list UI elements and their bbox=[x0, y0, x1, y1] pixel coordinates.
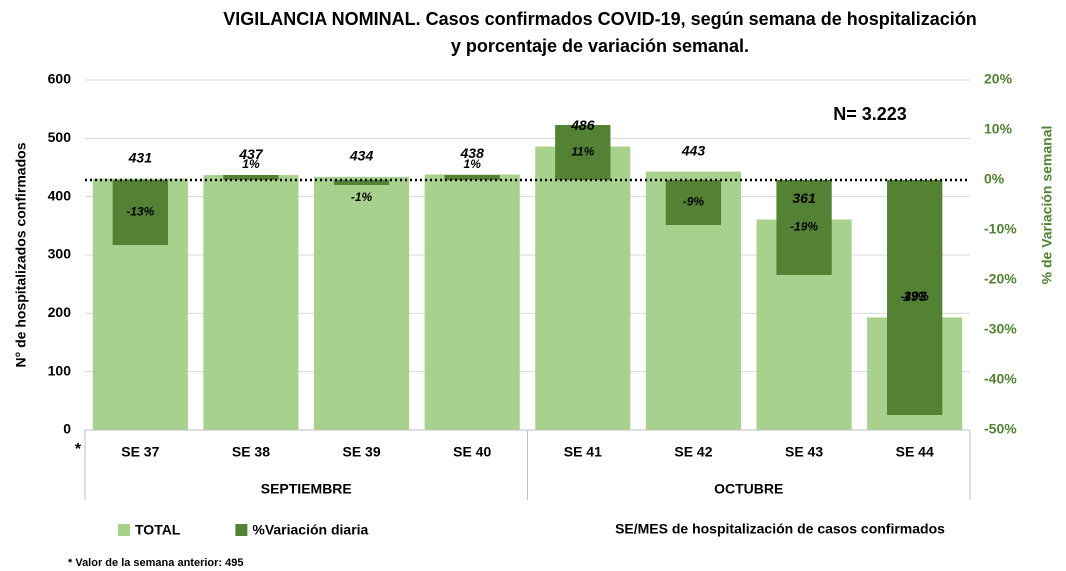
y2-tick-label: -10% bbox=[984, 221, 1017, 237]
group-label: SEPTIEMBRE bbox=[261, 481, 352, 497]
data-label: 443 bbox=[681, 142, 706, 158]
y2-tick-label: -50% bbox=[984, 421, 1017, 437]
y-tick-label: 200 bbox=[48, 304, 72, 320]
y-tick-label: 400 bbox=[48, 187, 72, 203]
x-tick-label: SE 38 bbox=[232, 444, 270, 460]
bar bbox=[313, 176, 410, 430]
bar bbox=[665, 180, 722, 225]
data-label: 1% bbox=[242, 157, 260, 171]
y2-tick-label: 10% bbox=[984, 121, 1013, 137]
data-label: 437 bbox=[238, 146, 264, 162]
data-label: -13% bbox=[126, 205, 154, 219]
bar bbox=[223, 175, 279, 180]
x-tick-label: SE 39 bbox=[342, 444, 380, 460]
data-label: 193 bbox=[903, 288, 927, 304]
bar bbox=[203, 175, 299, 430]
y2-tick-label: -20% bbox=[984, 271, 1017, 287]
bar bbox=[776, 180, 832, 275]
footnote: * Valor de la semana anterior: 495 bbox=[68, 557, 243, 569]
data-label: -1% bbox=[351, 190, 373, 204]
y-tick-label: 600 bbox=[48, 71, 72, 87]
chart-title: VIGILANCIA NOMINAL. Casos confirmados CO… bbox=[223, 9, 976, 29]
bar bbox=[555, 125, 611, 180]
data-label: 11% bbox=[571, 145, 594, 159]
data-label: 361 bbox=[792, 190, 816, 206]
x-tick-label: SE 43 bbox=[785, 444, 823, 460]
chart-title: y porcentaje de variación semanal. bbox=[451, 36, 749, 56]
y2-tick-label: -30% bbox=[984, 321, 1017, 337]
y2-tick-label: 20% bbox=[984, 71, 1013, 87]
y-tick-label: 0 bbox=[63, 421, 71, 437]
bar bbox=[424, 174, 520, 430]
x-tick-label: SE 42 bbox=[674, 444, 712, 460]
data-label: 486 bbox=[570, 117, 595, 133]
y2-axis-label: % de Variación semanal bbox=[1039, 126, 1055, 285]
group-label: OCTUBRE bbox=[714, 481, 783, 497]
y-tick-label: 300 bbox=[48, 246, 72, 262]
data-label: -19% bbox=[790, 220, 818, 234]
x-tick-label: SE 41 bbox=[564, 444, 602, 460]
annotation: * bbox=[75, 441, 82, 458]
data-label: 434 bbox=[349, 148, 374, 164]
bar bbox=[333, 180, 390, 185]
y-tick-label: 500 bbox=[48, 129, 72, 145]
y-axis-label: N° de hospitalizados confirmados bbox=[13, 142, 29, 367]
y2-tick-label: -40% bbox=[984, 371, 1017, 387]
data-label: -9% bbox=[683, 195, 705, 209]
bar bbox=[887, 180, 943, 415]
bar bbox=[444, 175, 500, 180]
legend-swatch bbox=[235, 524, 248, 536]
x-axis-label: SE/MES de hospitalización de casos confi… bbox=[615, 521, 945, 537]
data-label: -47% bbox=[901, 290, 929, 304]
bar bbox=[535, 146, 631, 430]
y2-tick-label: 0% bbox=[984, 171, 1005, 187]
legend-label: %Variación diaria bbox=[252, 522, 368, 538]
legend-swatch bbox=[118, 524, 130, 536]
data-label: 1% bbox=[464, 157, 482, 171]
data-label: 438 bbox=[460, 145, 485, 161]
annotation: N= 3.223 bbox=[833, 104, 907, 124]
legend-label: TOTAL bbox=[135, 522, 181, 538]
x-tick-label: SE 37 bbox=[121, 444, 159, 460]
x-tick-label: SE 40 bbox=[453, 444, 491, 460]
x-tick-label: SE 44 bbox=[896, 444, 934, 460]
bar bbox=[112, 180, 168, 245]
y-tick-label: 100 bbox=[48, 362, 72, 378]
data-label: 431 bbox=[128, 149, 153, 165]
